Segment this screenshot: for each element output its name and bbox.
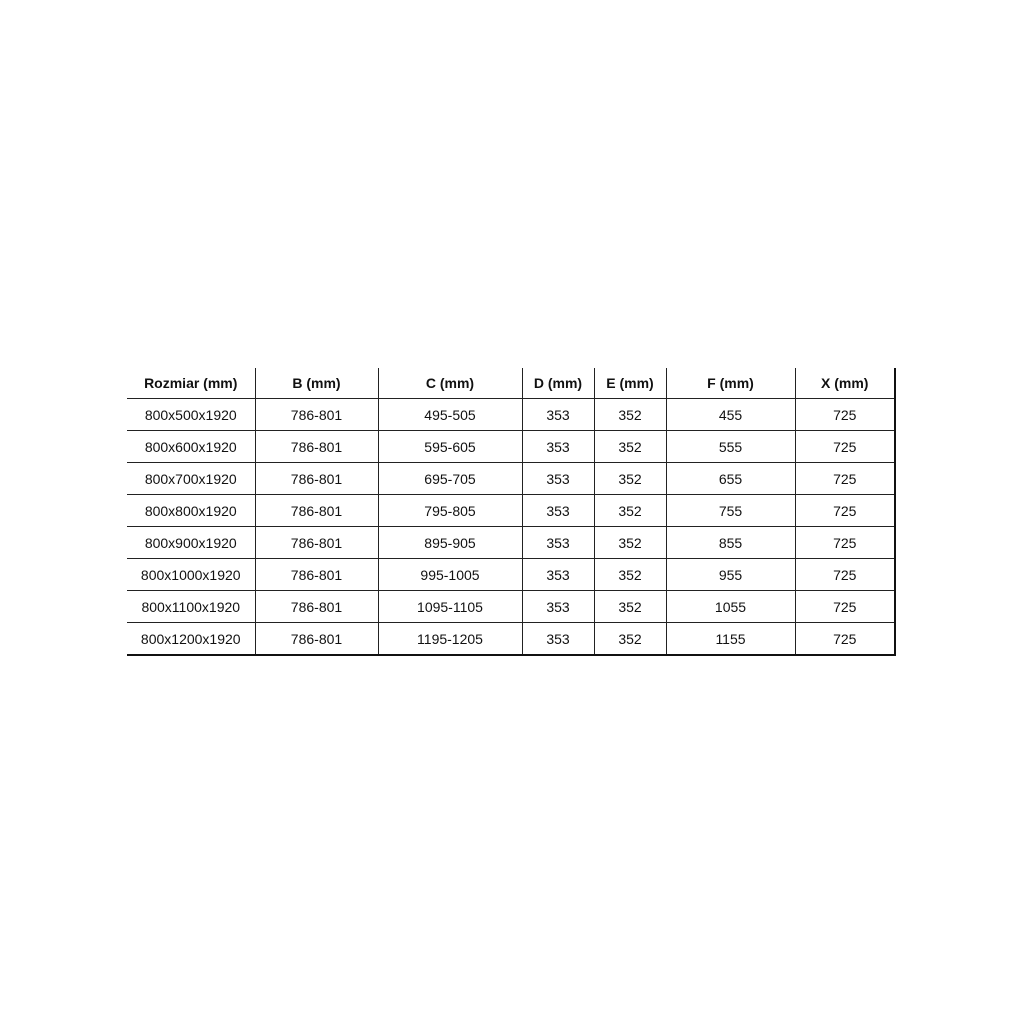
table-cell: 795-805 xyxy=(377,494,522,527)
table-cell: 786-801 xyxy=(254,526,378,559)
column-header: E (mm) xyxy=(593,368,666,399)
table-cell: 800x1200x1920 xyxy=(127,622,255,656)
table-cell: 352 xyxy=(593,558,666,591)
table-cell: 353 xyxy=(521,430,594,463)
column-header: B (mm) xyxy=(254,368,378,399)
table-cell: 800x500x1920 xyxy=(127,398,255,431)
table-cell: 352 xyxy=(593,526,666,559)
table-cell: 353 xyxy=(521,590,594,623)
table-cell: 800x1000x1920 xyxy=(127,558,255,591)
table-row: 800x500x1920 786-801 495-505 353 352 455 725 xyxy=(127,398,896,431)
table-cell: 1055 xyxy=(665,590,795,623)
table-cell: 353 xyxy=(521,526,594,559)
table-cell: 1195-1205 xyxy=(377,622,522,656)
table-cell: 725 xyxy=(794,462,896,495)
table-cell: 455 xyxy=(665,398,795,431)
table-cell: 555 xyxy=(665,430,795,463)
table-cell: 995-1005 xyxy=(377,558,522,591)
table-cell: 725 xyxy=(794,558,896,591)
table-cell: 353 xyxy=(521,558,594,591)
table-cell: 695-705 xyxy=(377,462,522,495)
table-row: 800x1100x1920 786-801 1095-1105 353 352 1055 7… xyxy=(127,590,896,623)
table-cell: 352 xyxy=(593,622,666,656)
column-header: F (mm) xyxy=(665,368,795,399)
table-cell: 352 xyxy=(593,430,666,463)
table-cell: 755 xyxy=(665,494,795,527)
table-row: 800x1000x1920 786-801 995-1005 353 352 955 725 xyxy=(127,558,896,591)
table-cell: 786-801 xyxy=(254,622,378,656)
table-cell: 725 xyxy=(794,398,896,431)
table-cell: 352 xyxy=(593,494,666,527)
table-cell: 786-801 xyxy=(254,590,378,623)
header-row: Rozmiar (mm) B (mm) C (mm) D (mm) E (mm) F (m… xyxy=(127,368,896,399)
table-cell: 353 xyxy=(521,494,594,527)
table-cell: 725 xyxy=(794,430,896,463)
table-cell: 800x1100x1920 xyxy=(127,590,255,623)
table-cell: 1155 xyxy=(665,622,795,656)
table-cell: 725 xyxy=(794,622,896,656)
table-cell: 800x800x1920 xyxy=(127,494,255,527)
column-header: Rozmiar (mm) xyxy=(127,368,255,399)
column-header: D (mm) xyxy=(521,368,594,399)
table-cell: 353 xyxy=(521,398,594,431)
table-row: 800x600x1920 786-801 595-605 353 352 555 725 xyxy=(127,430,896,463)
table-cell: 495-505 xyxy=(377,398,522,431)
table-row: 800x1200x1920 786-801 1195-1205 353 352 1155 7… xyxy=(127,622,896,656)
table-cell: 353 xyxy=(521,462,594,495)
dimensions-table: Rozmiar (mm) B (mm) C (mm) D (mm) E (mm) F (m… xyxy=(127,368,896,656)
column-header: X (mm) xyxy=(794,368,896,399)
table-cell: 352 xyxy=(593,590,666,623)
table-row: 800x700x1920 786-801 695-705 353 352 655 725 xyxy=(127,462,896,495)
table-cell: 955 xyxy=(665,558,795,591)
table-cell: 1095-1105 xyxy=(377,590,522,623)
table-cell: 352 xyxy=(593,398,666,431)
table-cell: 786-801 xyxy=(254,430,378,463)
table-row: 800x800x1920 786-801 795-805 353 352 755 725 xyxy=(127,494,896,527)
table-cell: 800x900x1920 xyxy=(127,526,255,559)
table-cell: 595-605 xyxy=(377,430,522,463)
table-row: 800x900x1920 786-801 895-905 353 352 855 725 xyxy=(127,526,896,559)
table-cell: 786-801 xyxy=(254,494,378,527)
table-cell: 786-801 xyxy=(254,398,378,431)
table-cell: 895-905 xyxy=(377,526,522,559)
table-cell: 353 xyxy=(521,622,594,656)
table-cell: 786-801 xyxy=(254,558,378,591)
table-cell: 352 xyxy=(593,462,666,495)
table-cell: 800x600x1920 xyxy=(127,430,255,463)
column-header: C (mm) xyxy=(377,368,522,399)
table-cell: 800x700x1920 xyxy=(127,462,255,495)
table-cell: 855 xyxy=(665,526,795,559)
table-cell: 655 xyxy=(665,462,795,495)
table-cell: 725 xyxy=(794,590,896,623)
table-cell: 725 xyxy=(794,526,896,559)
table-cell: 725 xyxy=(794,494,896,527)
table-cell: 786-801 xyxy=(254,462,378,495)
